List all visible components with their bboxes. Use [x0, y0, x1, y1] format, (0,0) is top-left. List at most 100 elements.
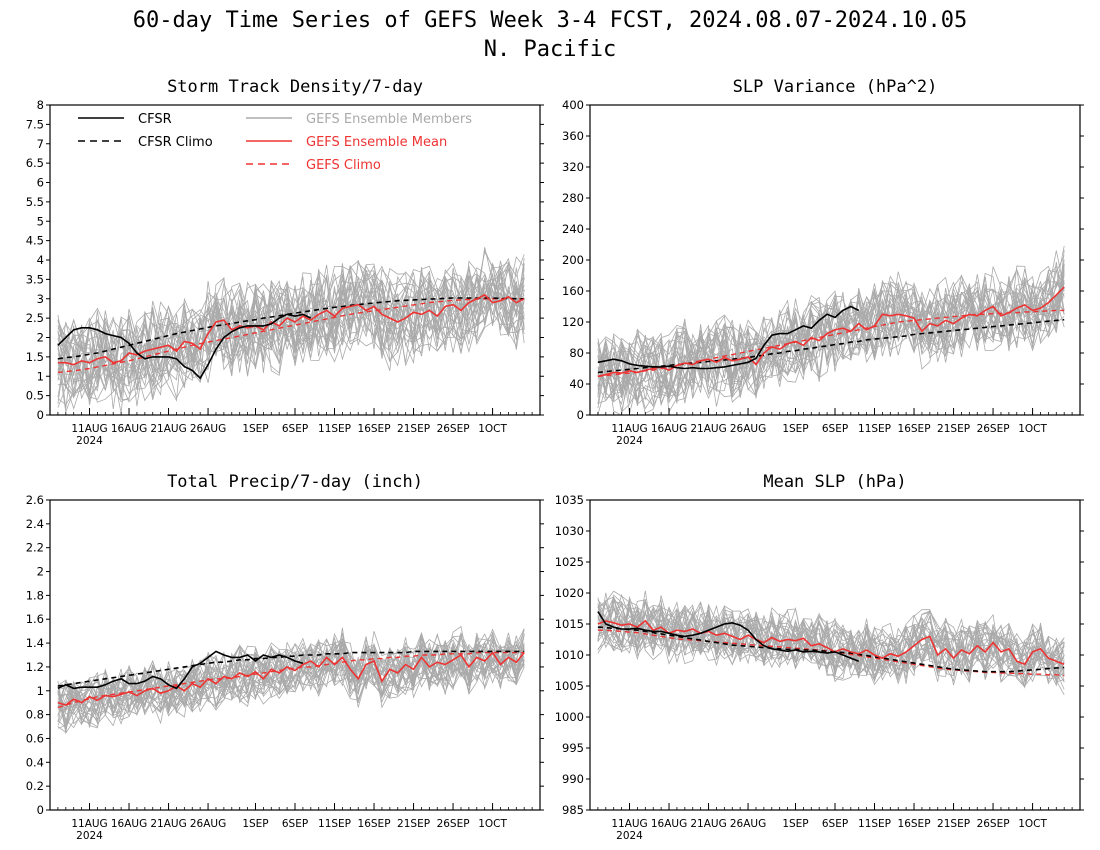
y-tick-label: 1.5	[26, 350, 44, 364]
legend: CFSR CFSR Climo GEFS Ensemble Members GEFS …	[78, 112, 472, 173]
x-tick-label: 1OCT	[478, 818, 507, 830]
x-tick-label: 1OCT	[1018, 818, 1047, 830]
ensemble-member-line	[57, 267, 525, 403]
x-tick-label: 1SEP	[782, 423, 808, 435]
y-tick-label: 7.5	[26, 117, 44, 131]
series-line-cfsr	[597, 611, 859, 662]
x-tick-label: 11AUG	[611, 423, 647, 435]
x-tick-label: 21AUG	[150, 818, 186, 830]
y-tick-label: 0	[577, 408, 584, 422]
x-tick-label: 26AUG	[730, 818, 766, 830]
series-line-cfsr-climo	[597, 626, 1065, 673]
y-tick-label: 320	[562, 160, 584, 174]
x-year-label: 2024	[616, 435, 643, 447]
y-tick-label: 0.2	[26, 779, 44, 793]
x-tick-label: 11AUG	[71, 818, 107, 830]
y-tick-label: 400	[562, 98, 584, 112]
y-tick-label: 80	[569, 346, 584, 360]
panel-title: SLP Variance (hPa^2)	[733, 77, 938, 97]
x-tick-label: 16AUG	[111, 818, 147, 830]
y-tick-label: 1.8	[26, 588, 44, 602]
legend-label: GEFS Ensemble Mean	[306, 135, 447, 150]
y-tick-label: 2.6	[26, 493, 44, 507]
series-line-cfsr-climo	[57, 650, 525, 687]
x-tick-label: 11SEP	[318, 423, 351, 435]
ensemble-member-line	[597, 274, 1065, 415]
y-tick-label: 1035	[555, 493, 584, 507]
y-tick-label: 4.5	[26, 234, 44, 248]
panel-title: Mean SLP (hPa)	[763, 472, 906, 492]
ensemble-member-line	[597, 590, 1065, 677]
ensemble-member-line	[597, 601, 1065, 678]
y-tick-label: 2	[37, 331, 44, 345]
x-tick-label: 1SEP	[782, 818, 808, 830]
x-tick-label: 11AUG	[611, 818, 647, 830]
figure-subtitle: N. Pacific	[484, 37, 616, 62]
ensemble-member-line	[597, 266, 1065, 399]
y-tick-label: 0	[37, 803, 44, 817]
ensemble-member-line	[597, 599, 1065, 677]
y-tick-label: 0.8	[26, 708, 44, 722]
x-tick-label: 26SEP	[437, 818, 470, 830]
y-tick-label: 1005	[555, 679, 584, 693]
y-tick-label: 3.5	[26, 272, 44, 286]
ensemble-member-line	[597, 265, 1065, 397]
x-tick-label: 26AUG	[190, 423, 226, 435]
ensemble-member-line	[597, 249, 1065, 405]
x-tick-label: 26SEP	[977, 423, 1010, 435]
y-tick-label: 280	[562, 191, 584, 205]
plot-area	[57, 247, 525, 414]
y-tick-label: 5	[37, 214, 44, 228]
ensemble-member-line	[597, 608, 1065, 696]
ensemble-member-line	[57, 633, 525, 713]
x-tick-label: 21SEP	[937, 818, 970, 830]
series-line-gefs-climo	[597, 309, 1065, 377]
y-tick-label: 985	[562, 803, 584, 817]
legend-label: GEFS Ensemble Members	[306, 112, 472, 127]
y-tick-label: 360	[562, 129, 584, 143]
ensemble-members	[57, 247, 525, 414]
x-year-label: 2024	[616, 830, 643, 842]
x-tick-label: 21SEP	[397, 818, 430, 830]
figure-title: 60-day Time Series of GEFS Week 3-4 FCST…	[133, 8, 967, 33]
x-tick-label: 21AUG	[690, 423, 726, 435]
total-precip-panel: Total Precip/7-day (inch)00.20.40.60.811…	[26, 472, 544, 842]
series-line-cfsr-climo	[57, 297, 525, 360]
x-tick-label: 16SEP	[898, 818, 931, 830]
x-tick-label: 21SEP	[937, 423, 970, 435]
y-tick-label: 1	[37, 369, 44, 383]
y-tick-label: 120	[562, 315, 584, 329]
y-tick-label: 4	[37, 253, 44, 267]
ensemble-member-line	[57, 628, 525, 716]
y-tick-label: 1015	[555, 617, 584, 631]
series-line-cfsr	[57, 650, 304, 690]
x-tick-label: 26AUG	[190, 818, 226, 830]
x-year-label: 2024	[76, 830, 103, 842]
y-tick-label: 1030	[555, 524, 584, 538]
series-line-gefs-ensemble-mean	[57, 651, 525, 706]
ensemble-member-line	[597, 603, 1065, 675]
x-tick-label: 1OCT	[478, 423, 507, 435]
panel-title: Total Precip/7-day (inch)	[167, 472, 423, 492]
x-tick-label: 26AUG	[730, 423, 766, 435]
ensemble-member-line	[57, 638, 525, 724]
x-tick-label: 21AUG	[150, 423, 186, 435]
y-tick-label: 1.6	[26, 612, 44, 626]
y-tick-label: 200	[562, 253, 584, 267]
storm-track-density-panel: Storm Track Density/7-day 0 0.5 1 1.5 2 2.5 3 3.…	[26, 77, 544, 447]
x-tick-label: 16AUG	[111, 423, 147, 435]
x-tick-label: 26SEP	[977, 818, 1010, 830]
x-tick-label: 21SEP	[397, 423, 430, 435]
x-tick-label: 16AUG	[651, 818, 687, 830]
y-tick-label: 1.4	[26, 636, 44, 650]
y-tick-label: 40	[569, 377, 584, 391]
ensemble-member-line	[597, 261, 1065, 405]
legend-label: CFSR	[138, 112, 172, 127]
x-tick-label: 6SEP	[282, 818, 308, 830]
ensemble-member-line	[57, 271, 525, 400]
y-tick-label: 0.4	[26, 755, 44, 769]
slp-variance-panel: SLP Variance (hPa^2) 0 40 80 120 160 200 240 280…	[562, 77, 1084, 447]
ensemble-members	[597, 245, 1065, 415]
panel-title: Storm Track Density/7-day	[167, 77, 423, 97]
